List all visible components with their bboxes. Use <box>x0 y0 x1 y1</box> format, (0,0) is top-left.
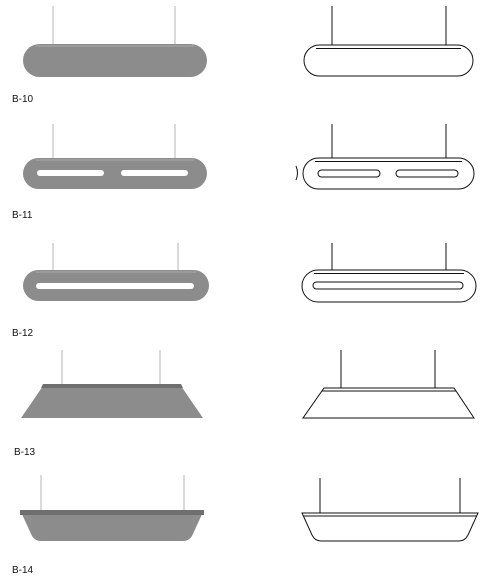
felt-trapezoid-body <box>21 386 203 418</box>
label-b14: B-14 <box>12 565 34 576</box>
photo-b12 <box>23 243 209 301</box>
trapezoid-outline <box>302 387 475 419</box>
photo-b13 <box>21 350 203 418</box>
felt-tray-body <box>21 512 203 541</box>
label-b13: B-13 <box>14 447 36 458</box>
felt-top-rim <box>20 510 204 515</box>
slot-long-outline <box>312 281 464 290</box>
panel-b14 <box>20 475 479 542</box>
felt-pill-body <box>23 44 207 77</box>
edge-mark <box>295 165 298 181</box>
pill-outline <box>303 44 474 77</box>
slot-left-outline <box>317 169 381 178</box>
label-b10: B-10 <box>12 94 34 105</box>
slot-right <box>121 170 188 176</box>
tray-outline <box>301 512 479 542</box>
slot-left <box>37 170 104 176</box>
outline-b10 <box>303 6 474 77</box>
photo-b14 <box>20 475 204 541</box>
panel-b10 <box>23 6 474 77</box>
outline-b11 <box>295 124 475 190</box>
photo-b11 <box>23 124 207 189</box>
label-b12: B-12 <box>12 328 34 339</box>
felt-top-band <box>41 384 183 388</box>
slot-right-outline <box>395 169 459 178</box>
outline-b14 <box>301 478 479 542</box>
felt-pill-body <box>23 158 207 189</box>
panel-b11 <box>23 124 475 190</box>
pill-outline <box>302 157 475 190</box>
outline-b12 <box>301 243 477 303</box>
slot-long <box>36 283 194 289</box>
photo-b10 <box>23 6 207 77</box>
panel-b12 <box>23 243 477 303</box>
label-b11: B-11 <box>12 210 33 221</box>
outline-b13 <box>302 350 475 419</box>
panel-b13 <box>21 350 475 419</box>
